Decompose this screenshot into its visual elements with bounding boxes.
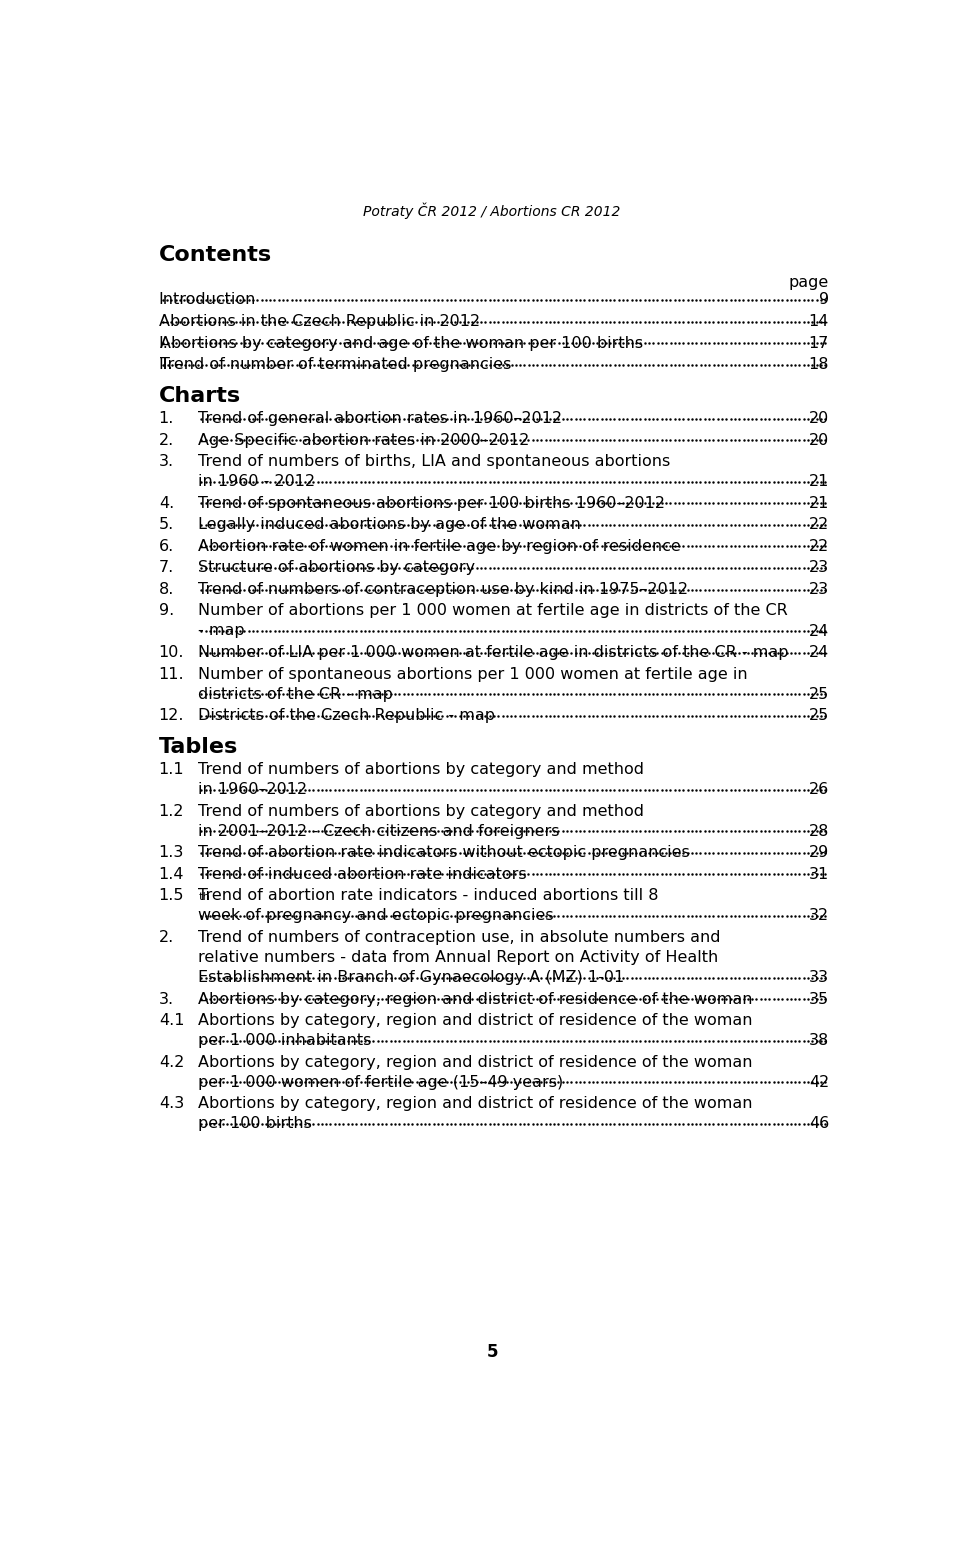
Text: 1.1: 1.1 <box>158 762 184 777</box>
Text: 42: 42 <box>809 1074 829 1090</box>
Text: 32: 32 <box>809 909 829 923</box>
Text: 1.4: 1.4 <box>158 866 184 882</box>
Text: 8.: 8. <box>158 582 174 597</box>
Text: 1.2: 1.2 <box>158 804 184 818</box>
Text: 1.: 1. <box>158 411 174 425</box>
Text: Trend of numbers of contraception use by kind in 1975–2012: Trend of numbers of contraception use by… <box>198 582 687 597</box>
Text: Trend of general abortion rates in 1960–2012: Trend of general abortion rates in 1960–… <box>198 411 562 425</box>
Text: 35: 35 <box>809 992 829 1007</box>
Text: Tables: Tables <box>158 738 238 757</box>
Text: th: th <box>199 891 210 902</box>
Text: 10.: 10. <box>158 644 184 660</box>
Text: Trend of number of terminated pregnancies: Trend of number of terminated pregnancie… <box>159 357 511 372</box>
Text: week of pregnancy and ectopic pregnancies: week of pregnancy and ectopic pregnancie… <box>198 909 553 923</box>
Text: Structure of abortions by category: Structure of abortions by category <box>198 560 474 576</box>
Text: 21: 21 <box>808 496 829 511</box>
Text: 11.: 11. <box>158 666 184 682</box>
Text: 9: 9 <box>819 292 829 308</box>
Text: Abortion rate of women in fertile age by region of residence: Abortion rate of women in fertile age by… <box>198 540 681 554</box>
Text: relative numbers - data from Annual Report on Activity of Health: relative numbers - data from Annual Repo… <box>198 949 718 965</box>
Text: Contents: Contents <box>158 244 272 264</box>
Text: Age Specific abortion rates in 2000–2012: Age Specific abortion rates in 2000–2012 <box>198 433 529 447</box>
Text: Trend of numbers of contraception use, in absolute numbers and: Trend of numbers of contraception use, i… <box>198 931 720 945</box>
Text: 4.2: 4.2 <box>158 1054 184 1070</box>
Text: in 1960–2012: in 1960–2012 <box>198 782 306 798</box>
Text: 4.3: 4.3 <box>158 1096 184 1112</box>
Text: Trend of abortion rate indicators without ectopic pregnancies: Trend of abortion rate indicators withou… <box>198 845 689 860</box>
Text: 1.5: 1.5 <box>158 888 184 904</box>
Text: 26: 26 <box>809 782 829 798</box>
Text: 18: 18 <box>808 357 829 372</box>
Text: Establishment in Branch of Gynaecology A (MZ) 1-01: Establishment in Branch of Gynaecology A… <box>198 970 624 985</box>
Text: 4.: 4. <box>158 496 174 511</box>
Text: 33: 33 <box>809 970 829 985</box>
Text: II.: II. <box>158 357 174 372</box>
Text: 25: 25 <box>809 708 829 723</box>
Text: Number of spontaneous abortions per 1 000 women at fertile age in: Number of spontaneous abortions per 1 00… <box>198 666 747 682</box>
Text: per 1 000 women of fertile age (15–49 years): per 1 000 women of fertile age (15–49 ye… <box>198 1074 563 1090</box>
Text: 22: 22 <box>809 540 829 554</box>
Text: 23: 23 <box>809 582 829 597</box>
Text: 28: 28 <box>808 824 829 838</box>
Text: 20: 20 <box>809 411 829 425</box>
Text: 2.: 2. <box>158 433 174 447</box>
Text: 17: 17 <box>808 336 829 350</box>
Text: Abortions in the Czech Republic in 2012: Abortions in the Czech Republic in 2012 <box>158 314 480 328</box>
Text: 31: 31 <box>809 866 829 882</box>
Text: 2.: 2. <box>158 931 174 945</box>
Text: Potraty ČR 2012 / Abortions CR 2012: Potraty ČR 2012 / Abortions CR 2012 <box>363 202 621 219</box>
Text: 6.: 6. <box>158 540 174 554</box>
Text: Districts of the Czech Republic - map: Districts of the Czech Republic - map <box>198 708 494 723</box>
Text: 25: 25 <box>809 687 829 702</box>
Text: Trend of numbers of abortions by category and method: Trend of numbers of abortions by categor… <box>198 762 643 777</box>
Text: 4.1: 4.1 <box>158 1013 184 1028</box>
Text: Trend of spontaneous abortions per 100 births 1960–2012: Trend of spontaneous abortions per 100 b… <box>198 496 664 511</box>
Text: 38: 38 <box>809 1034 829 1048</box>
Text: 5: 5 <box>487 1343 497 1361</box>
Text: Abortions by category, region and district of residence of the woman: Abortions by category, region and distri… <box>198 1054 752 1070</box>
Text: Trend of numbers of abortions by category and method: Trend of numbers of abortions by categor… <box>198 804 643 818</box>
Text: Introduction: Introduction <box>158 292 256 308</box>
Text: Legally induced abortions by age of the woman: Legally induced abortions by age of the … <box>198 518 581 532</box>
Text: in 2001–2012 - Czech citizens and foreigners: in 2001–2012 - Czech citizens and foreig… <box>198 824 559 838</box>
Text: - map: - map <box>198 624 244 638</box>
Text: 24: 24 <box>809 624 829 638</box>
Text: 5.: 5. <box>158 518 174 532</box>
Text: 24: 24 <box>809 644 829 660</box>
Text: Abortions by category and age of the woman per 100 births: Abortions by category and age of the wom… <box>159 336 642 350</box>
Text: 9.: 9. <box>158 604 174 618</box>
Text: Trend of induced abortion rate indicators: Trend of induced abortion rate indicator… <box>198 866 526 882</box>
Text: 3.: 3. <box>158 992 174 1007</box>
Text: 22: 22 <box>809 518 829 532</box>
Text: Trend of abortion rate indicators - induced abortions till 8: Trend of abortion rate indicators - indu… <box>198 888 658 904</box>
Text: 20: 20 <box>809 433 829 447</box>
Text: 46: 46 <box>809 1117 829 1131</box>
Text: 14: 14 <box>808 314 829 328</box>
Text: 7.: 7. <box>158 560 174 576</box>
Text: in 1960 - 2012: in 1960 - 2012 <box>198 474 315 490</box>
Text: per 100 births: per 100 births <box>198 1117 311 1131</box>
Text: 29: 29 <box>809 845 829 860</box>
Text: districts of the CR - map: districts of the CR - map <box>198 687 393 702</box>
Text: per 1 000 inhabitants: per 1 000 inhabitants <box>198 1034 371 1048</box>
Text: Charts: Charts <box>158 386 241 407</box>
Text: 3.: 3. <box>158 454 174 469</box>
Text: 12.: 12. <box>158 708 184 723</box>
Text: Abortions by category, region and district of residence of the woman: Abortions by category, region and distri… <box>198 1096 752 1112</box>
Text: Number of abortions per 1 000 women at fertile age in districts of the CR: Number of abortions per 1 000 women at f… <box>198 604 787 618</box>
Text: 21: 21 <box>808 474 829 490</box>
Text: Number of LIA per 1 000 women at fertile age in districts of the CR - map: Number of LIA per 1 000 women at fertile… <box>198 644 788 660</box>
Text: page: page <box>789 275 829 291</box>
Text: Abortions by category, region and district of residence of the woman: Abortions by category, region and distri… <box>198 1013 752 1028</box>
Text: I.: I. <box>158 336 169 350</box>
Text: 1.3: 1.3 <box>158 845 184 860</box>
Text: Abortions by category, region and district of residence of the woman: Abortions by category, region and distri… <box>198 992 752 1007</box>
Text: 23: 23 <box>809 560 829 576</box>
Text: Trend of numbers of births, LIA and spontaneous abortions: Trend of numbers of births, LIA and spon… <box>198 454 670 469</box>
